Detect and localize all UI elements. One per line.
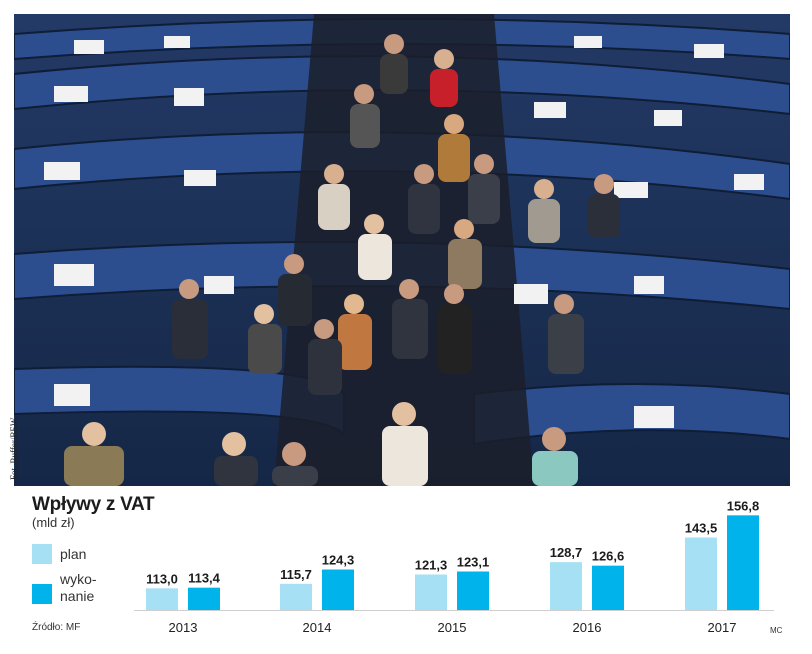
bar-wykonanie-2016: [592, 565, 624, 610]
value-label-wykonanie-2016: 126,6: [592, 549, 625, 564]
parliament-photo: [14, 14, 790, 486]
photo-credit-text: Fot. Ruffer/BEW: [9, 417, 19, 480]
category-label-2016: 2016: [573, 620, 602, 635]
chart-panel: Wpływy z VAT (mld zł) plan wyko- nanie 1…: [14, 486, 790, 646]
legend-plan-label: plan: [60, 546, 87, 562]
value-label-wykonanie-2013: 113,4: [188, 571, 221, 586]
value-label-plan-2013: 113,0: [146, 571, 178, 586]
value-label-plan-2014: 115,7: [280, 567, 312, 582]
bar-wykonanie-2015: [457, 571, 489, 610]
bar-wykonanie-2013: [188, 587, 220, 610]
bar-plan-2014: [280, 583, 312, 610]
bar-plan-2013: [146, 588, 178, 610]
value-label-plan-2017: 143,5: [685, 521, 718, 536]
bar-chart: 113,0 113,4 2013 115,7 124,3 2014 121,3 123,1 20…: [134, 498, 774, 635]
legend-wykonanie-swatch: [32, 584, 52, 604]
value-label-wykonanie-2015: 123,1: [457, 555, 490, 570]
photo-credit: Fot. Ruffer/BEW: [0, 380, 19, 486]
bar-plan-2017: [685, 537, 717, 610]
value-label-wykonanie-2017: 156,8: [727, 498, 760, 513]
category-label-2017: 2017: [708, 620, 737, 635]
bar-plan-2015: [415, 574, 447, 610]
value-label-wykonanie-2014: 124,3: [322, 553, 355, 568]
legend-wykonanie-line2: nanie: [60, 588, 95, 604]
legend-plan-swatch: [32, 544, 52, 564]
chart-unit: (mld zł): [32, 515, 75, 530]
category-label-2015: 2015: [438, 620, 467, 635]
parliament-chamber-image: [14, 14, 790, 486]
chart-author: MC: [770, 626, 783, 635]
bar-wykonanie-2017: [727, 515, 759, 610]
value-label-plan-2016: 128,7: [550, 545, 583, 560]
bar-wykonanie-2014: [322, 569, 354, 610]
legend-wykonanie-line1: wyko-: [60, 571, 97, 587]
bar-plan-2016: [550, 562, 582, 610]
value-label-plan-2015: 121,3: [415, 558, 448, 573]
category-label-2013: 2013: [169, 620, 198, 635]
chart-source: Źródło: MF: [32, 622, 81, 633]
legend-wykonanie-label: wyko- nanie: [60, 571, 120, 605]
chart-title: Wpływy z VAT: [32, 494, 155, 515]
category-label-2014: 2014: [303, 620, 332, 635]
